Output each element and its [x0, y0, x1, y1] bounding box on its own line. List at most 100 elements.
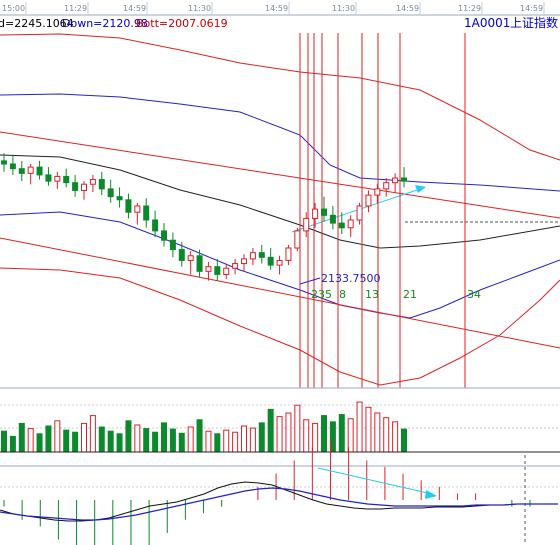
- volume-bar: [134, 424, 141, 453]
- volume-bar: [98, 426, 105, 453]
- volume-bar: [392, 421, 399, 453]
- candle-body: [169, 239, 176, 251]
- candle-body: [294, 230, 301, 249]
- candle-body: [72, 182, 79, 191]
- candle-body: [303, 217, 310, 232]
- volume-bar: [249, 427, 256, 453]
- time-tick-label: 14:59: [123, 4, 146, 13]
- annotation-price: 2133.7500: [321, 272, 381, 285]
- volume-bar: [125, 420, 132, 453]
- candle-body: [178, 249, 185, 261]
- volume-panel: [0, 387, 560, 453]
- candle-body: [196, 255, 203, 272]
- candle-body: [205, 266, 212, 272]
- volume-bar: [143, 428, 150, 453]
- candle-body: [392, 177, 399, 184]
- time-tick-label: 11:29: [458, 4, 481, 13]
- cyan-arrow-head: [415, 185, 426, 193]
- candle-body: [89, 179, 96, 185]
- time-tick-label: 14:59: [520, 4, 543, 13]
- candle-body: [54, 175, 61, 182]
- candle-body: [276, 259, 283, 266]
- volume-bar: [54, 420, 61, 453]
- volume-bar: [81, 422, 87, 453]
- volume-bar: [1, 430, 7, 453]
- volume-bar: [214, 433, 221, 453]
- volume-bar: [285, 412, 292, 453]
- volume-bar: [321, 415, 327, 453]
- fib-label-34: 34: [467, 288, 481, 301]
- candle-body: [18, 168, 25, 174]
- candle-body: [338, 222, 345, 229]
- candle-body: [27, 166, 34, 174]
- macd-dea-line: [0, 487, 558, 521]
- volume-bar: [276, 416, 283, 453]
- candle-body: [187, 255, 194, 261]
- time-tick-label: 14:59: [396, 4, 419, 13]
- candle-body: [374, 188, 381, 196]
- time-tick-label: 11:29: [64, 4, 87, 13]
- legend-mid: d=2245.1064: [0, 17, 74, 30]
- candle-body: [107, 188, 114, 198]
- candle-body: [125, 199, 132, 213]
- candle-body: [267, 256, 274, 266]
- annotation-leader: [299, 277, 321, 285]
- volume-bar: [107, 430, 114, 453]
- volume-bar: [89, 415, 96, 453]
- candle-body: [36, 166, 43, 176]
- candle-body: [241, 258, 247, 265]
- symbol-code: 1A0001: [464, 16, 510, 30]
- time-tick-label: 11:30: [188, 4, 211, 13]
- candle-body: [1, 160, 7, 165]
- volume-bar: [36, 433, 43, 453]
- volume-bar: [9, 435, 16, 453]
- volume-bar: [347, 418, 354, 453]
- legend-bott: Bott=2007.0619: [136, 17, 228, 30]
- legend-down: Down=2120.98: [62, 17, 148, 30]
- candle-body: [214, 266, 221, 275]
- volume-bar: [223, 429, 230, 453]
- volume-bar: [338, 414, 345, 453]
- volume-bar: [312, 422, 319, 453]
- candle-body: [285, 247, 292, 261]
- candlesticks: [1, 153, 407, 281]
- fib-label-23: 23: [311, 288, 325, 301]
- time-tick-label: 15:00: [2, 4, 25, 13]
- candle-body: [401, 177, 407, 182]
- candle-body: [143, 205, 150, 221]
- fib-label-21: 21: [403, 288, 417, 301]
- volume-bar: [294, 404, 301, 453]
- volume-bar: [187, 426, 194, 453]
- candle-body: [232, 263, 239, 269]
- fib-labels: 23 5 8 13 21 34: [311, 288, 481, 301]
- candle-body: [63, 175, 70, 184]
- candle-body: [321, 208, 327, 216]
- candle-body: [329, 214, 336, 224]
- volume-bar: [178, 432, 185, 453]
- candle-body: [365, 194, 372, 207]
- cyan-trend-arrow: [291, 188, 421, 233]
- volume-bar: [383, 417, 390, 453]
- volume-bar: [116, 433, 123, 453]
- volume-bar: [258, 422, 265, 453]
- volume-bar: [374, 412, 381, 453]
- candle-body: [312, 208, 319, 219]
- lower-trendline: [0, 237, 560, 349]
- volume-bar: [63, 429, 70, 453]
- volume-bar: [241, 425, 247, 453]
- time-tick-label: 14:59: [265, 4, 288, 13]
- candle-body: [258, 252, 265, 258]
- low-annotation: 2133.7500: [299, 272, 381, 285]
- candle-body: [98, 179, 105, 190]
- volume-bar: [152, 431, 159, 453]
- volume-bar: [303, 419, 310, 453]
- candle-body: [9, 163, 16, 170]
- volume-bar: [72, 431, 79, 453]
- volume-bar: [232, 431, 239, 453]
- candle-body: [161, 230, 167, 241]
- volume-bar: [161, 422, 167, 453]
- candle-body: [223, 267, 230, 275]
- upper-trendline: [0, 131, 560, 219]
- outer-lower-band: [0, 267, 560, 386]
